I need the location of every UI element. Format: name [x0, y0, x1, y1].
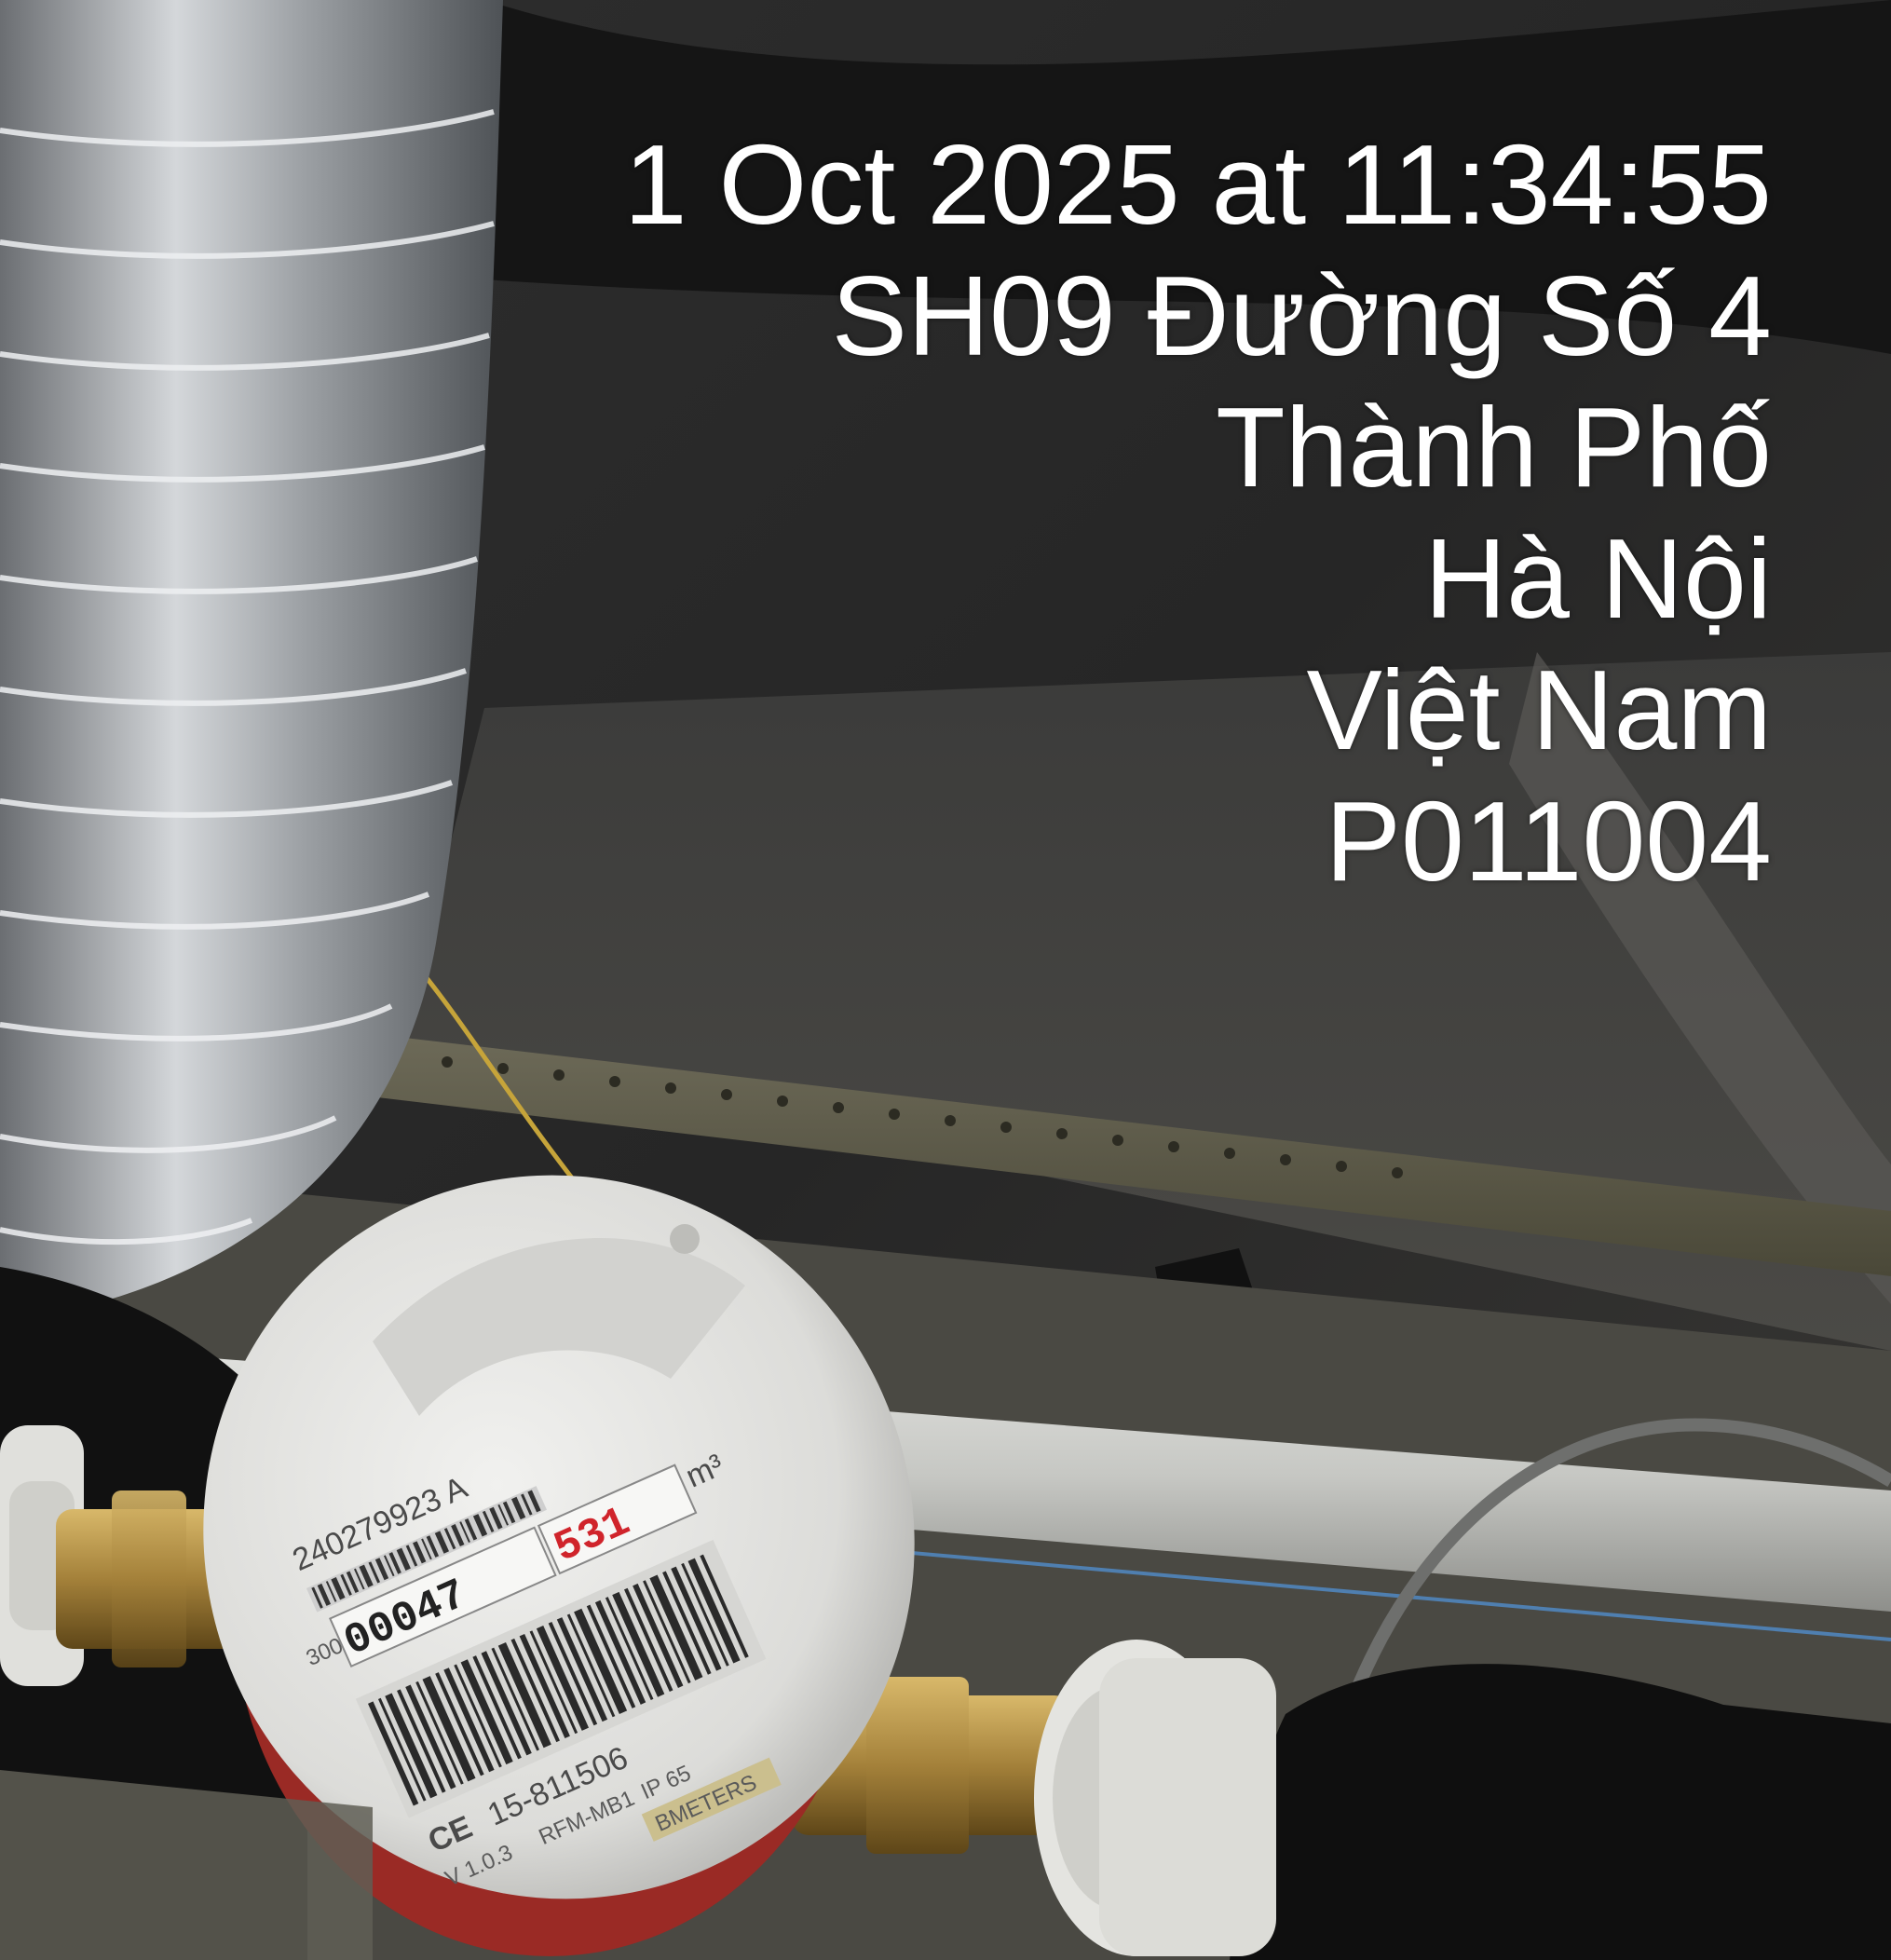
bottom-left-rail	[0, 1770, 373, 1960]
perforated-rail	[354, 1034, 1891, 1276]
rail-holes	[442, 1056, 1403, 1178]
meter-dial-face: 240279923 A 300 00047	[288, 1448, 782, 1892]
pipe-blue-stripe	[837, 1545, 1891, 1641]
right-coupling-nut	[1034, 1640, 1276, 1956]
stamp-address-line1: SH09 Đường Số 4	[831, 252, 1772, 379]
black-insulation-right	[1230, 1664, 1891, 1960]
meter-cap-ridge	[373, 1238, 745, 1416]
dark-duct-shadow	[484, 0, 1891, 354]
stamp-country: Việt Nam	[1306, 647, 1773, 773]
timestamp-overlay: 1 Oct 2025 at 11:34:55 SH09 Đường Số 4 T…	[624, 119, 1772, 907]
stamp-datetime: 1 Oct 2025 at 11:34:55	[623, 121, 1772, 248]
meter-serial-barcode	[311, 1490, 541, 1609]
water-meter: 240279923 A 300 00047	[203, 1175, 915, 1956]
grey-cable	[1344, 1418, 1891, 1708]
stamp-address-line2: Thành Phố	[1216, 384, 1772, 510]
stamp-code: P011004	[1325, 778, 1772, 905]
stamp-address-line3: Hà Nội	[1424, 515, 1772, 642]
side-panel	[1509, 652, 1891, 1304]
left-brass-fitting	[56, 1490, 242, 1667]
duct-ribs	[0, 109, 495, 1245]
foil-duct	[0, 0, 503, 1323]
meter-main-barcode	[368, 1554, 749, 1806]
